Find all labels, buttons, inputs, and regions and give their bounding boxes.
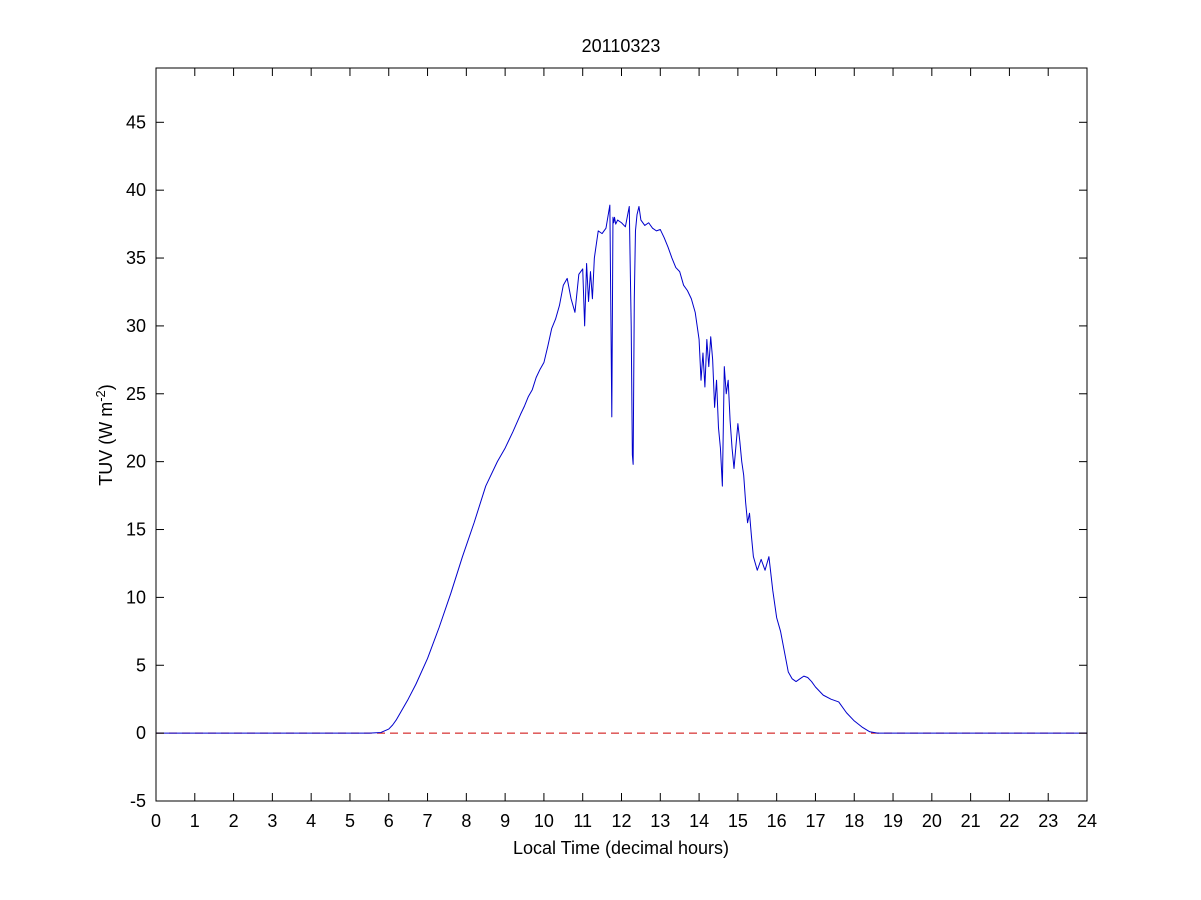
y-axis-label-superscript: -2: [93, 390, 108, 402]
y-tick-label: -5: [130, 791, 146, 811]
x-axis-label: Local Time (decimal hours): [513, 838, 729, 858]
y-axis-label-close: ): [96, 384, 116, 390]
x-tick-label: 21: [961, 811, 981, 831]
x-tick-label: 0: [151, 811, 161, 831]
x-tick-label: 9: [500, 811, 510, 831]
y-axis-label: TUV (W m-2): [93, 384, 116, 486]
y-tick-label: 40: [126, 180, 146, 200]
y-tick-label: 15: [126, 520, 146, 540]
x-tick-label: 22: [999, 811, 1019, 831]
y-tick-label: 30: [126, 316, 146, 336]
y-tick-label: 25: [126, 384, 146, 404]
chart-title: 20110323: [582, 36, 661, 56]
y-tick-label: 45: [126, 112, 146, 132]
y-tick-label: 35: [126, 248, 146, 268]
y-tick-label: 10: [126, 587, 146, 607]
x-tick-label: 12: [611, 811, 631, 831]
x-tick-label: 1: [190, 811, 200, 831]
x-tick-label: 17: [805, 811, 825, 831]
x-tick-label: 15: [728, 811, 748, 831]
x-tick-label: 6: [384, 811, 394, 831]
axes-layer: 0 1 2 3 4 5 6 7 8 9 10 11 12 13 14 15 16 17 18 19 20 21 22 23 24…: [126, 68, 1097, 831]
x-tick-label: 16: [767, 811, 787, 831]
x-tick-label: 2: [229, 811, 239, 831]
x-tick-label: 13: [650, 811, 670, 831]
plot-frame: [155, 67, 1088, 802]
series-layer: [156, 204, 1087, 734]
x-tick-label: 11: [573, 811, 592, 831]
x-tick-label: 14: [689, 811, 709, 831]
y-axis-label-main: TUV (W m: [96, 402, 116, 486]
x-tick-label: 18: [844, 811, 864, 831]
x-tick-label: 4: [306, 811, 316, 831]
x-tick-label: 3: [267, 811, 277, 831]
x-tick-label: 5: [345, 811, 355, 831]
y-tick-label: 20: [126, 452, 146, 472]
y-tick-label: 0: [136, 723, 146, 743]
plot-background: [156, 68, 1087, 801]
x-tick-label: 10: [534, 811, 554, 831]
x-tick-label: 7: [423, 811, 433, 831]
y-tick-label: 5: [136, 655, 146, 675]
x-tick-label: 8: [461, 811, 471, 831]
x-tick-label: 20: [922, 811, 942, 831]
x-tick-label: 19: [883, 811, 903, 831]
x-tick-label: 24: [1077, 811, 1097, 831]
tuv-series-line: [156, 204, 1087, 734]
x-tick-label: 23: [1038, 811, 1058, 831]
